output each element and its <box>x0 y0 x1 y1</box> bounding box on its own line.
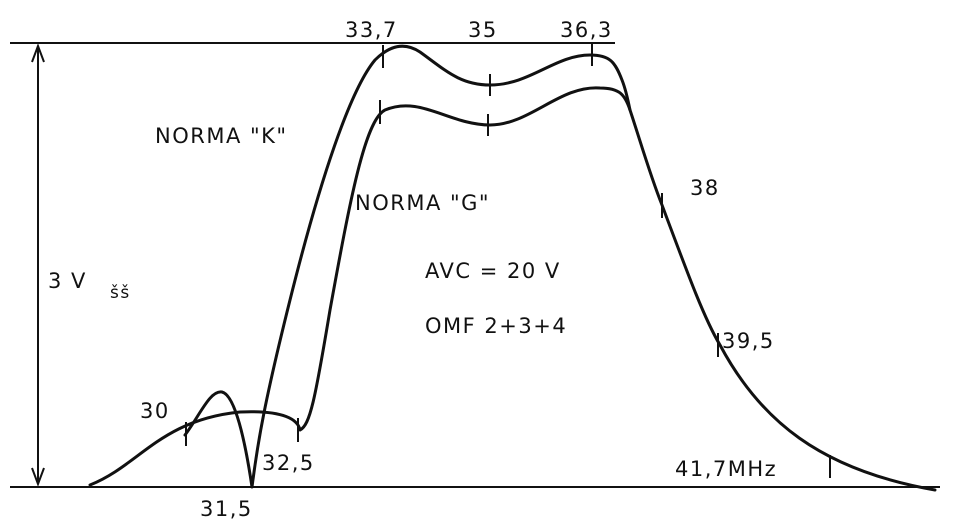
freq-label: 33,7 <box>345 18 398 42</box>
freq-label: 41,7MHz <box>675 457 777 481</box>
curve-k <box>183 44 632 489</box>
tick-marks <box>185 44 831 478</box>
freq-label: 39,5 <box>722 329 775 353</box>
curve-g <box>88 86 937 492</box>
freq-label: 32,5 <box>262 451 315 475</box>
curve-label: NORMA "G" <box>355 191 490 215</box>
amplitude-subscript: šš <box>110 283 131 303</box>
freq-label: 30 <box>140 399 170 423</box>
freq-label: 31,5 <box>200 497 253 519</box>
arrow-heads <box>31 43 45 487</box>
note: AVC = 20 V <box>425 259 561 283</box>
freq-label: 38 <box>690 176 720 200</box>
amplitude-label: 3 V <box>48 269 87 293</box>
curve-label: NORMA "K" <box>155 124 288 148</box>
freq-label: 36,3 <box>560 18 613 42</box>
note: OMF 2+3+4 <box>425 314 567 338</box>
freq-label: 35 <box>468 18 498 42</box>
